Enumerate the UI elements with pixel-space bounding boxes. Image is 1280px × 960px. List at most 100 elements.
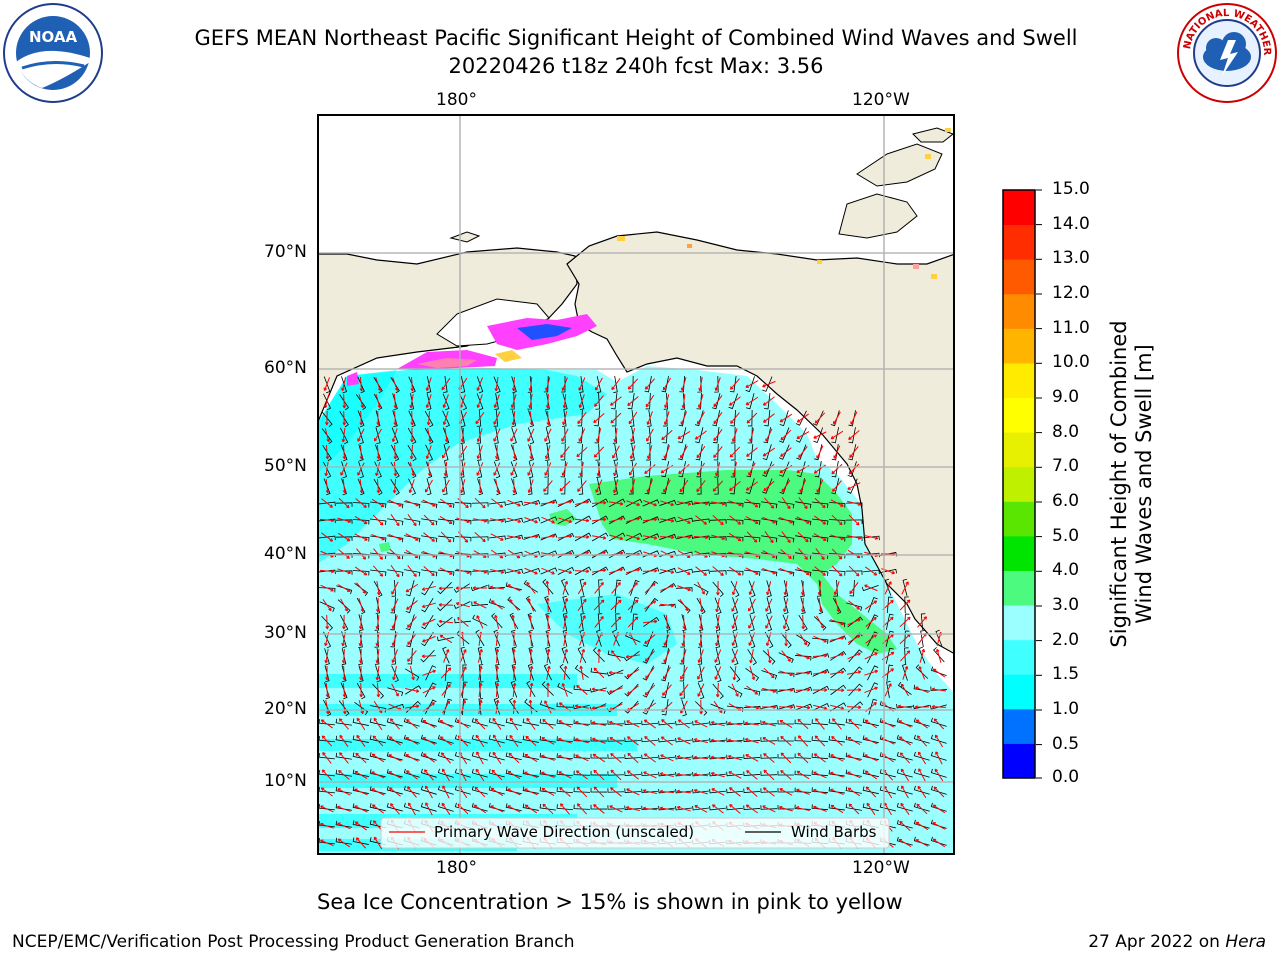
- wind-barb: [462, 664, 467, 682]
- wind-barb: [471, 502, 489, 507]
- wave-direction-arrow: [475, 411, 485, 425]
- wave-direction-arrow: [541, 534, 556, 539]
- wind-barb: [505, 786, 522, 795]
- wave-direction-arrow: [337, 517, 352, 524]
- wind-barb: [352, 769, 369, 777]
- wave-direction-arrow: [407, 514, 417, 527]
- wind-barb: [522, 752, 539, 760]
- wave-direction-arrow: [643, 771, 657, 779]
- wave-direction-arrow: [746, 531, 758, 543]
- wave-direction-arrow: [507, 535, 522, 540]
- wind-barb: [424, 410, 434, 428]
- wind-barb: [643, 631, 654, 647]
- wave-direction-arrow: [796, 788, 810, 795]
- wind-barb: [709, 771, 726, 777]
- wind-barb: [763, 427, 771, 444]
- wind-barb: [471, 751, 488, 761]
- wind-barb: [335, 837, 352, 845]
- wave-direction-arrow: [475, 768, 485, 782]
- wind-barb: [375, 665, 381, 683]
- wave-direction-arrow: [355, 498, 367, 508]
- legend-barb-label: Wind Barbs: [791, 823, 877, 841]
- wave-direction-arrow: [677, 737, 691, 745]
- wind-barb: [341, 376, 348, 394]
- wave-direction-arrow: [932, 804, 946, 814]
- wave-direction-arrow: [779, 719, 793, 728]
- wave-direction-arrow: [779, 567, 793, 575]
- wave-direction-arrow: [325, 444, 330, 460]
- wave-direction-arrow: [661, 719, 673, 729]
- wave-direction-arrow: [663, 666, 671, 680]
- wind-barb: [405, 685, 422, 695]
- wind-barb: [370, 501, 387, 508]
- wave-direction-arrow: [799, 479, 807, 493]
- wave-direction-arrow: [422, 753, 435, 763]
- wind-barb: [661, 444, 669, 461]
- wave-direction-arrow: [545, 580, 550, 596]
- wave-direction-arrow: [375, 462, 381, 477]
- wind-barb: [545, 427, 551, 445]
- wind-barb: [676, 534, 694, 540]
- wave-direction-arrow: [574, 518, 590, 523]
- wind-barb: [488, 786, 505, 795]
- wind-barb: [598, 579, 603, 597]
- wave-direction-arrow: [677, 719, 690, 729]
- wind-barb: [374, 630, 379, 648]
- wave-direction-arrow: [339, 752, 349, 764]
- wind-barb: [372, 683, 385, 699]
- wind-barb: [745, 376, 755, 393]
- wave-direction-arrow: [524, 771, 538, 779]
- wind-barb: [644, 376, 652, 393]
- colorbar-tick-label: 2.0: [1052, 629, 1080, 650]
- wind-barb: [390, 614, 397, 631]
- wind-barb: [577, 646, 587, 664]
- wind-barb: [319, 569, 336, 575]
- wave-direction-arrow: [541, 500, 556, 505]
- wind-barb: [930, 666, 947, 677]
- wave-direction-arrow: [715, 598, 720, 613]
- wind-barb: [511, 478, 518, 496]
- wave-direction-arrow: [512, 682, 517, 698]
- wind-barb: [404, 668, 420, 681]
- wave-direction-arrow: [830, 534, 845, 541]
- wind-barb: [352, 536, 370, 542]
- wave-direction-arrow: [359, 444, 364, 460]
- wave-direction-arrow: [729, 787, 741, 797]
- wind-barb: [352, 752, 369, 760]
- wind-barb: [812, 669, 830, 677]
- wave-direction-arrow: [696, 445, 706, 459]
- wind-barb: [403, 751, 420, 761]
- wind-barb: [545, 629, 551, 647]
- colorbar-tick-label: 11.0: [1052, 317, 1090, 338]
- wave-direction-arrow: [541, 771, 555, 778]
- wind-barb: [760, 754, 778, 759]
- wind-barb: [318, 753, 335, 760]
- wind-barb: [391, 427, 399, 445]
- wind-barb: [527, 427, 535, 445]
- wind-barb: [358, 648, 363, 665]
- wave-direction-arrow: [358, 598, 365, 613]
- wave-direction-arrow: [373, 428, 382, 442]
- wind-barb: [726, 502, 744, 508]
- wave-direction-arrow: [460, 427, 465, 443]
- wave-direction-arrow: [626, 770, 639, 780]
- wind-barb: [352, 735, 369, 743]
- wave-direction-arrow: [748, 581, 755, 595]
- wave-direction-arrow: [899, 616, 911, 628]
- wave-direction-arrow: [696, 462, 705, 476]
- wave-direction-arrow: [714, 649, 722, 663]
- wind-barb: [494, 680, 500, 698]
- wind-barb: [528, 646, 534, 664]
- wave-direction-arrow: [642, 619, 658, 624]
- wave-direction-arrow: [627, 616, 639, 628]
- wave-direction-arrow: [766, 581, 772, 596]
- wind-barb: [574, 498, 592, 508]
- wave-direction-arrow: [527, 598, 535, 612]
- wind-barb: [369, 803, 386, 812]
- wind-barb: [373, 478, 383, 496]
- wind-barb: [848, 444, 857, 461]
- wave-direction-arrow: [476, 428, 483, 443]
- wave-direction-arrow: [931, 687, 946, 692]
- wind-barb: [387, 703, 405, 710]
- wave-direction-arrow: [847, 535, 862, 540]
